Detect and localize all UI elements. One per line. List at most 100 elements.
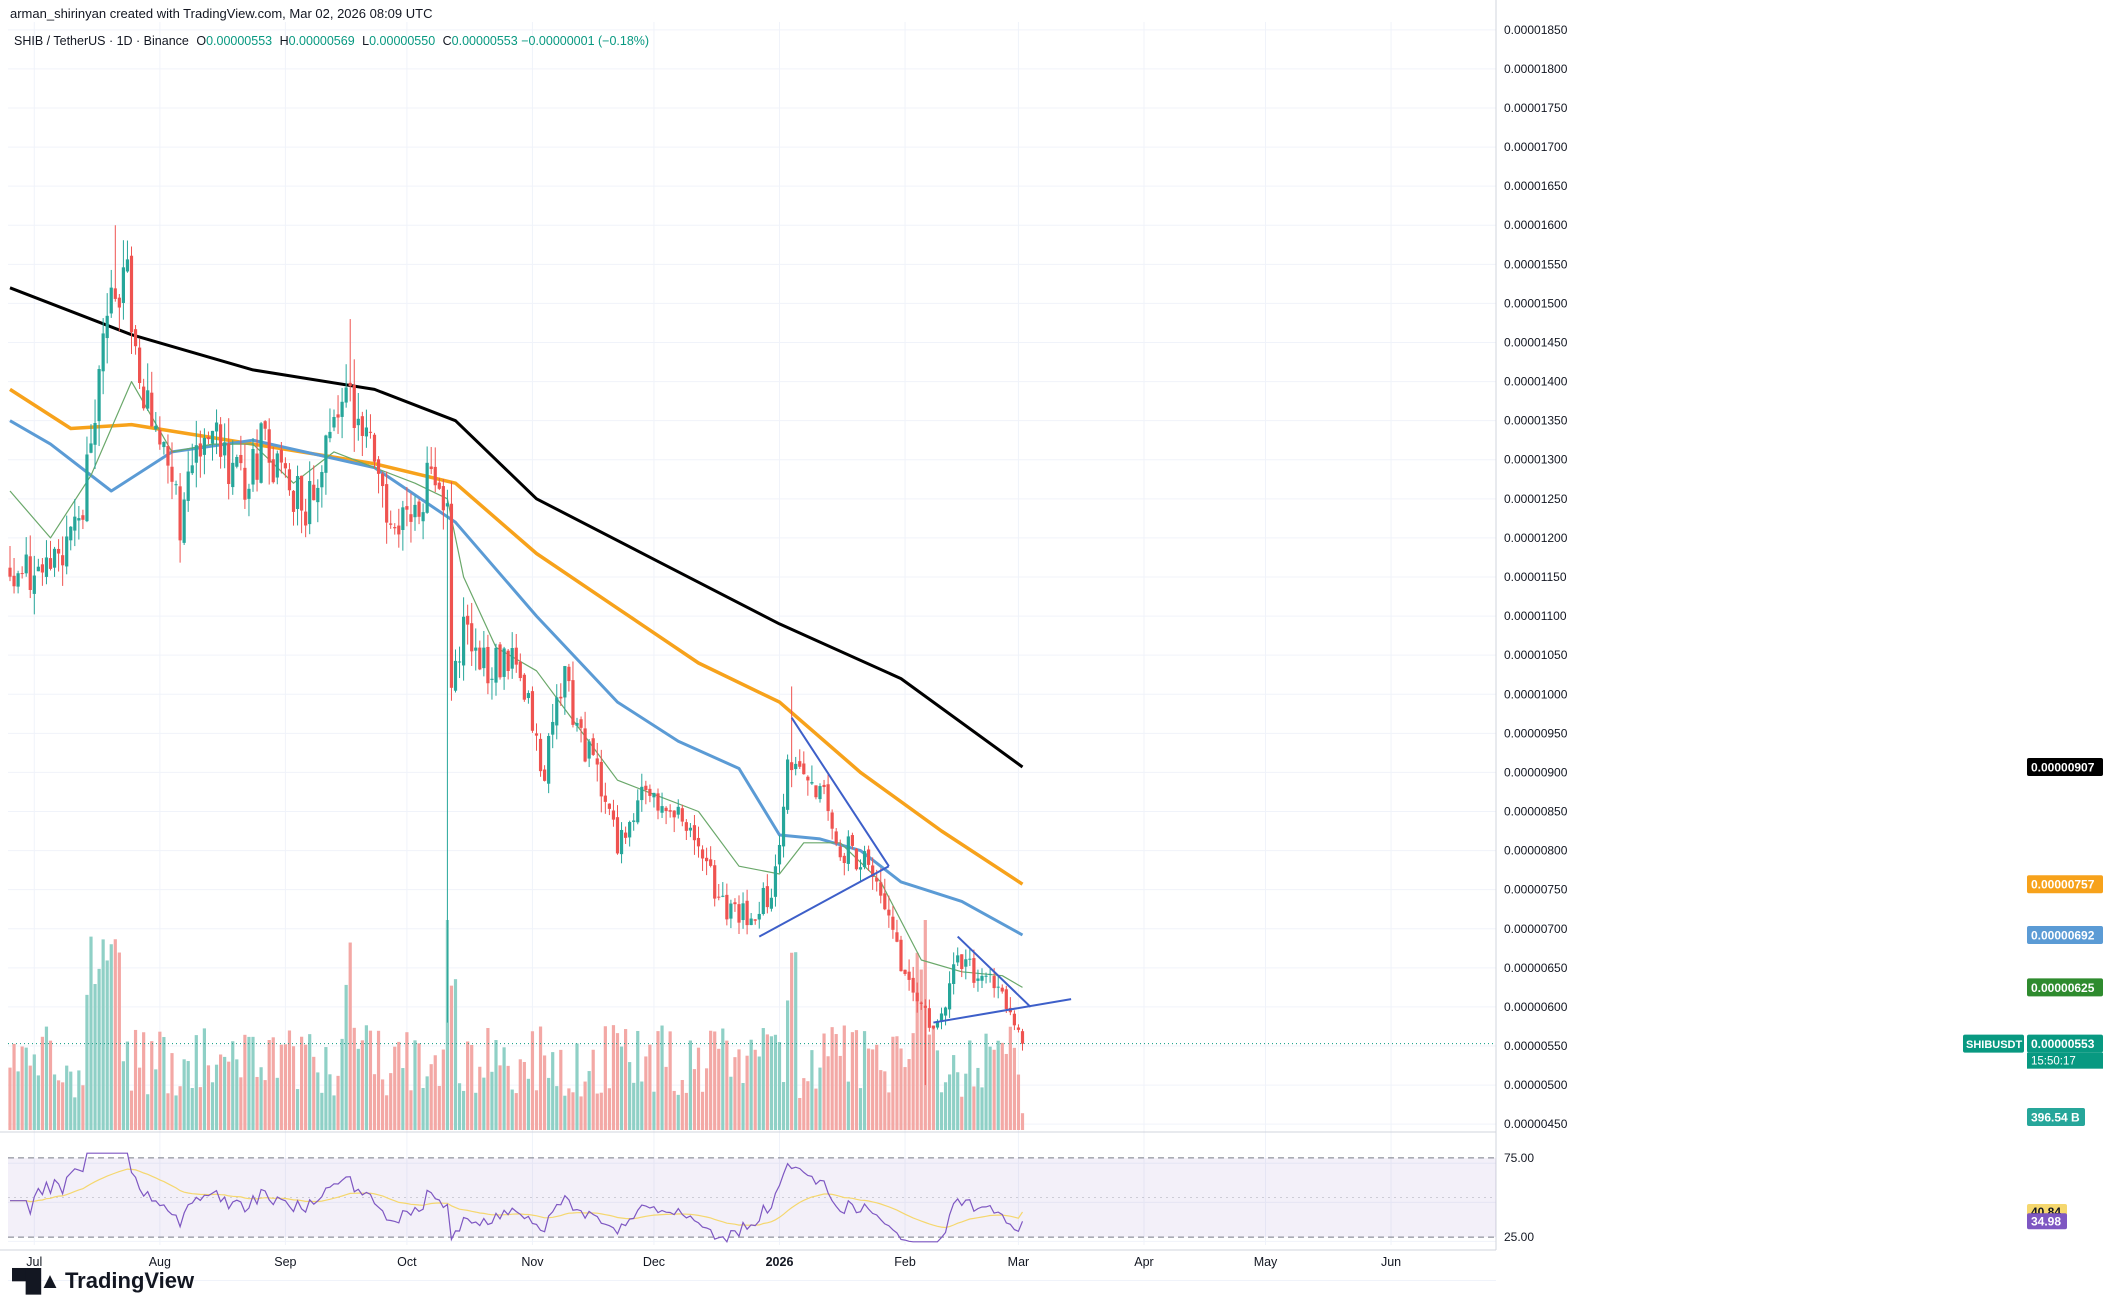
symbol-name[interactable]: SHIB / TetherUS · 1D · Binance: [14, 34, 189, 48]
volume-bar: [700, 1091, 705, 1130]
price-tick-label: 0.00000950: [1504, 726, 1568, 740]
candle-body: [198, 443, 202, 457]
candle-body: [514, 647, 518, 665]
candle-body: [255, 453, 259, 480]
candle-body: [518, 661, 522, 679]
volume-bar: [251, 1036, 255, 1130]
candle-body: [538, 738, 543, 772]
candle-body: [919, 1002, 923, 1004]
candle-body: [595, 758, 599, 765]
volume-bar: [514, 1093, 518, 1130]
volume-bar: [8, 1067, 12, 1130]
volume-bar: [579, 1096, 583, 1130]
rsi-ma-line: [10, 1168, 1024, 1229]
volume-bar: [826, 1056, 830, 1130]
candle-body: [660, 806, 664, 813]
candle-body: [603, 795, 607, 802]
candle-body: [688, 827, 692, 831]
volume-bar: [575, 1043, 579, 1130]
volume-bar: [57, 1080, 61, 1130]
volume-bar: [295, 1089, 300, 1130]
candle-body: [624, 832, 628, 838]
candle-body: [935, 1021, 940, 1028]
candle-body: [777, 844, 782, 865]
candle-body: [129, 255, 134, 333]
tradingview-logo[interactable]: ▀█▲ TradingView: [12, 1268, 194, 1294]
candle-body: [178, 486, 182, 541]
candle-body: [790, 762, 794, 771]
volume-bar: [470, 1044, 474, 1130]
volume-bar: [619, 1046, 624, 1130]
candle-body: [794, 763, 798, 770]
candle-body: [133, 329, 138, 347]
volume-bar: [883, 1071, 887, 1130]
candle-body: [348, 382, 352, 387]
price-tick-label: 0.00001550: [1504, 257, 1568, 271]
ohlc-open-label: O: [196, 34, 207, 48]
volume-bar: [984, 1033, 988, 1130]
candle-body: [40, 564, 44, 573]
price-tick-label: 0.00001500: [1504, 296, 1568, 310]
ohlc-low: 0.00000550: [369, 34, 436, 48]
candle-body: [632, 820, 636, 822]
candle-body: [960, 954, 964, 970]
ohlc-change: −0.00000001 (−0.18%): [521, 34, 650, 48]
volume-bar: [709, 1030, 713, 1130]
volume-bar: [263, 1080, 267, 1130]
candle-body: [336, 414, 340, 418]
volume-bar: [834, 1034, 838, 1130]
candle-body: [875, 877, 879, 882]
volume-bar: [223, 1056, 227, 1130]
volume-bar: [28, 1065, 32, 1130]
candle-body: [16, 573, 20, 587]
volume-bar: [814, 1088, 818, 1130]
candle-body: [765, 886, 769, 908]
volume-bar: [846, 1081, 850, 1130]
ma-line-ma100: [9, 387, 1024, 886]
volume-bar: [907, 1059, 911, 1130]
volume-bar: [308, 1034, 312, 1130]
candle-body: [830, 812, 834, 829]
candle-body: [676, 806, 680, 815]
candle-body: [761, 887, 765, 914]
volume-bar: [186, 1061, 190, 1130]
candle-body: [44, 557, 49, 577]
candle-body: [57, 548, 61, 554]
volume-bar: [660, 1025, 664, 1130]
price-tag: [2027, 926, 2103, 945]
volume-bar: [178, 1086, 182, 1130]
candle-body: [846, 836, 850, 864]
candle-body: [170, 466, 174, 482]
volume-bar: [482, 1077, 486, 1130]
candle-body: [952, 964, 956, 984]
volume-bar: [603, 1026, 607, 1130]
ohlc-high: 0.00000569: [288, 34, 355, 48]
candles[interactable]: [8, 225, 1025, 1086]
candle-body: [599, 761, 603, 797]
candle-body: [142, 386, 146, 409]
candle-body: [61, 555, 65, 566]
candle-body: [891, 916, 895, 930]
candle-body: [806, 776, 810, 781]
price-tick-label: 0.00001300: [1504, 453, 1568, 467]
volume-bar: [810, 1050, 814, 1130]
volume-bar: [239, 1077, 243, 1130]
volume-bar: [786, 1000, 790, 1130]
candle-body: [680, 808, 684, 822]
candle-body: [186, 471, 190, 501]
candle-body: [551, 721, 555, 735]
volume-bar: [737, 1049, 741, 1130]
volume-bar: [534, 1090, 539, 1130]
volume-tag-label: 396.54 B: [2031, 1111, 2080, 1125]
candle-body: [943, 1007, 948, 1016]
candle-body: [328, 431, 332, 439]
volume-bar: [474, 1092, 478, 1130]
volume-bar: [352, 1027, 356, 1130]
price-tick-label: 0.00001150: [1504, 570, 1567, 584]
candle-body: [449, 503, 454, 688]
volume-bar: [555, 1086, 559, 1130]
symbol-info: SHIB / TetherUS · 1D · Binance O 0.000005…: [14, 34, 649, 48]
rsi-tag: [2027, 1213, 2067, 1230]
